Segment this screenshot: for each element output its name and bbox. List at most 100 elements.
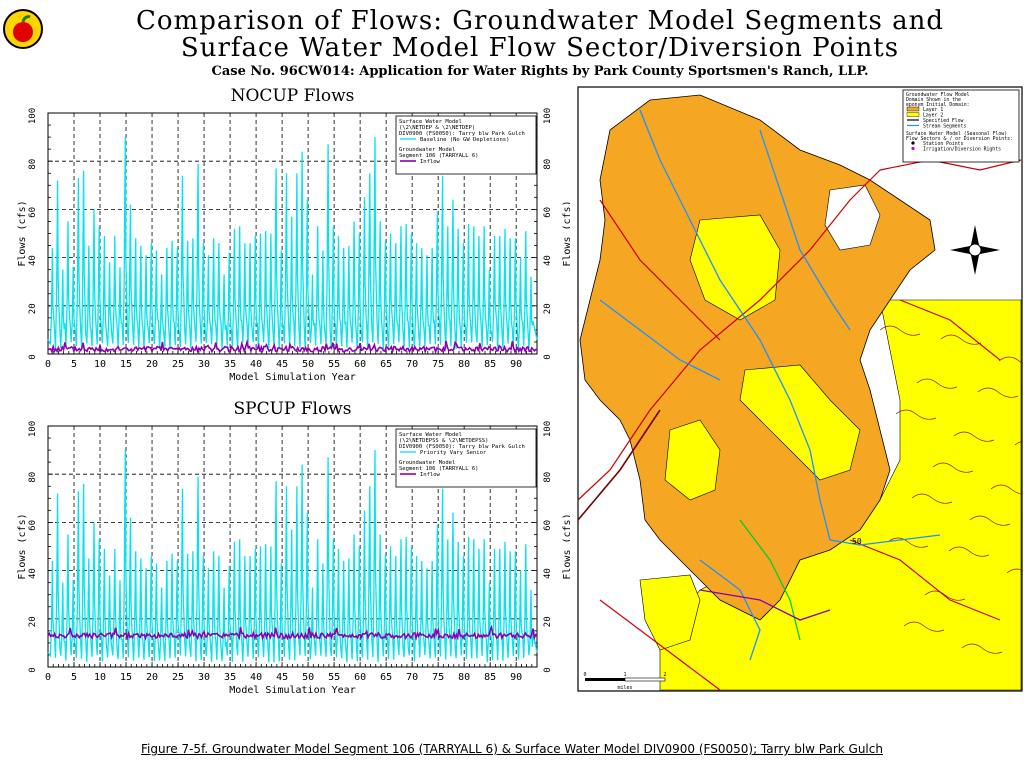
x-tick-label: 80 <box>458 672 470 683</box>
x-tick-label: 75 <box>432 672 444 683</box>
x-tick-label: 60 <box>354 359 366 370</box>
figure-caption: Figure 7-5f. Groundwater Model Segment 1… <box>141 742 883 756</box>
y-tick-label-left: 100 <box>28 421 38 437</box>
x-tick-label: 30 <box>198 672 210 683</box>
map-legend-swatch <box>906 106 920 112</box>
y-tick-label-left: 100 <box>28 108 38 124</box>
x-tick-label: 50 <box>302 359 314 370</box>
y-tick-label-right: 0 <box>543 354 553 359</box>
map-legend-marker <box>911 146 915 151</box>
map-road <box>599 599 721 691</box>
apple-logo <box>3 9 43 49</box>
x-tick-label: 45 <box>276 672 288 683</box>
y-axis-label-left: Flows (cfs) <box>17 513 28 579</box>
map-point-label: 50 <box>852 537 862 546</box>
legend-text: Groundwater Model <box>399 147 455 153</box>
map-rail <box>577 409 661 521</box>
x-tick-label: 55 <box>328 672 340 683</box>
x-tick-label: 15 <box>120 672 132 683</box>
map-contour <box>940 334 982 345</box>
x-axis-label: Model Simulation Year <box>229 372 355 383</box>
x-tick-label: 80 <box>458 359 470 370</box>
y-tick-label-right: 20 <box>543 303 553 314</box>
legend-box <box>395 115 537 175</box>
x-tick-label: 90 <box>510 672 522 683</box>
map-contour <box>924 590 966 601</box>
x-tick-label: 75 <box>432 359 444 370</box>
map-road <box>899 299 1001 361</box>
map-boundary-purple <box>699 589 831 621</box>
map-stream <box>699 559 761 661</box>
map-scale-tick: 1 <box>623 672 626 678</box>
compass-center <box>968 243 982 257</box>
x-tick-label: 15 <box>120 359 132 370</box>
x-tick-label: 65 <box>380 672 392 683</box>
y-tick-label-right: 80 <box>543 472 553 483</box>
y-tick-label-right: 60 <box>543 207 553 218</box>
map-contour <box>911 493 953 504</box>
map-contour <box>932 462 974 473</box>
map-legend-text: eponym Initial Domain: <box>906 102 970 108</box>
map-road <box>577 169 881 501</box>
map-contour <box>998 356 1023 365</box>
map-legend-text: Domain Shown in the <box>906 97 961 103</box>
legend-text: (\2\NETDEP & \2\NETDEP) <box>399 125 475 131</box>
legend-text: Surface Water Model <box>399 119 462 125</box>
y-tick-label-left: 60 <box>28 520 38 531</box>
map-contour <box>977 387 1019 398</box>
y-tick-label-right: 20 <box>543 616 553 627</box>
map-stream <box>639 109 831 541</box>
map-legend-text: Surface Water Model (Seasonal Flow) <box>906 131 1007 137</box>
x-tick-label: 85 <box>484 672 496 683</box>
x-tick-label: 5 <box>71 672 77 683</box>
y-tick-label-left: 40 <box>28 568 38 579</box>
legend-text: (\2\NETDEPSS & \2\NETDEPSS) <box>399 438 488 444</box>
legend-text: Priority Vary Senior <box>420 450 487 456</box>
y-tick-label-left: 40 <box>28 255 38 266</box>
x-tick-label: 35 <box>224 359 236 370</box>
y-tick-label-right: 60 <box>543 520 553 531</box>
map-legend-text: Stream Segments <box>923 124 966 130</box>
map-legend-text: Station Points <box>923 141 964 147</box>
map-contour <box>903 621 945 632</box>
map-legend-text: Irrigation/Diversion Rights <box>923 147 1001 153</box>
x-tick-label: 70 <box>406 672 418 683</box>
map-scale-tick: 2 <box>663 672 666 678</box>
y-tick-label-right: 40 <box>543 255 553 266</box>
map-legend-text: Specified Flow <box>923 118 964 124</box>
map-scale-label: miles <box>617 685 632 691</box>
map-contour <box>990 484 1023 495</box>
x-tick-label: 60 <box>354 672 366 683</box>
x-tick-label: 10 <box>94 359 106 370</box>
map-legend-text: Flow Sectors & / or Diversion Points: <box>906 136 1013 142</box>
x-tick-label: 5 <box>71 359 77 370</box>
y-tick-label-left: 60 <box>28 207 38 218</box>
map-scale-tick: 0 <box>583 672 586 678</box>
series-line-purple <box>47 624 538 642</box>
y-tick-label-left: 0 <box>28 667 38 672</box>
x-tick-label: 40 <box>250 672 262 683</box>
x-tick-label: 10 <box>94 672 106 683</box>
chart-title: SPCUP Flows <box>233 399 351 419</box>
title-line-1: Comparison of Flows: Groundwater Model S… <box>136 6 944 36</box>
chart-1: NOCUP Flows 0 5 10 15 20 25 30 35 40 45 50 55 60 65 70 7… <box>17 86 570 383</box>
map-contour <box>916 378 958 389</box>
x-tick-label: 45 <box>276 359 288 370</box>
x-tick-label: 40 <box>250 359 262 370</box>
map-stream <box>759 129 851 331</box>
map-scale-bar <box>624 677 666 682</box>
map-contour <box>1006 568 1023 574</box>
x-tick-label: 25 <box>172 672 184 683</box>
compass-rose-icon <box>950 225 1000 275</box>
map-legend-text: Layer 1 <box>923 107 943 113</box>
x-tick-label: 25 <box>172 359 184 370</box>
legend-text: DIV0900 (FS0050): Tarry blw Park Gulch <box>399 131 525 137</box>
map-legend-text: Layer 2 <box>923 113 943 119</box>
map-contour <box>1014 440 1023 446</box>
x-tick-label: 70 <box>406 359 418 370</box>
map-layer2-island <box>639 574 701 651</box>
series-line-purple <box>47 338 537 355</box>
x-tick-label: 35 <box>224 672 236 683</box>
y-tick-label-left: 80 <box>28 472 38 483</box>
